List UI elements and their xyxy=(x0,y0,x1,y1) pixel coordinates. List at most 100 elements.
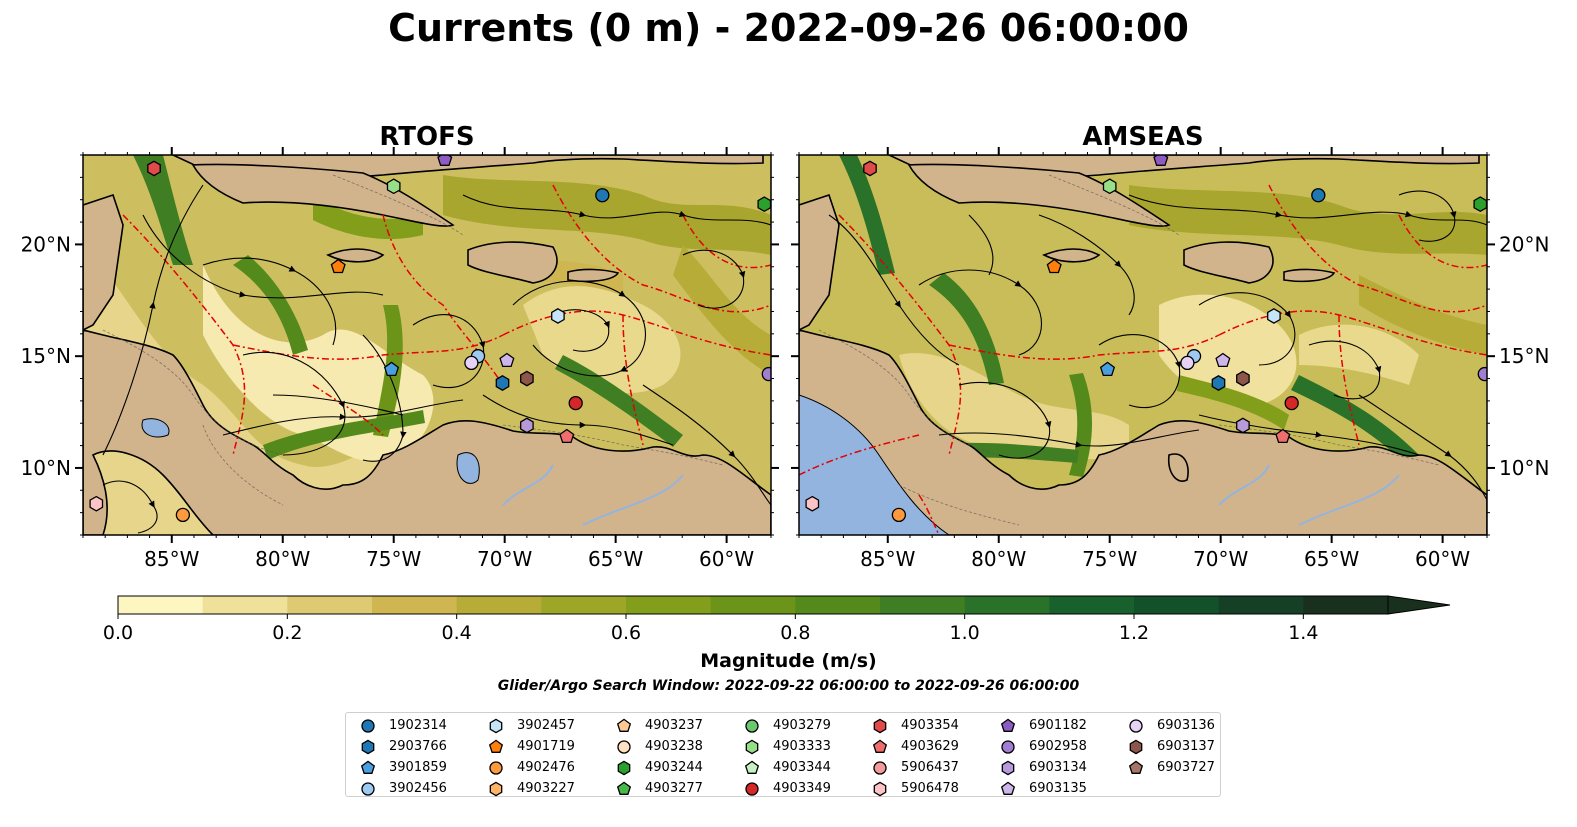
platform-6902958 xyxy=(761,366,771,382)
legend-label: 6902958 xyxy=(1029,739,1087,754)
map-rtofs[interactable] xyxy=(83,152,775,535)
lat-tick-label: 15°N xyxy=(21,344,71,368)
legend-marker-4902476 xyxy=(489,760,503,775)
pentagon-icon xyxy=(616,718,632,732)
colorbar-tick-label: 0.4 xyxy=(442,622,472,644)
legend-item: 4901719 xyxy=(488,736,575,757)
platform-6903134 xyxy=(1236,417,1250,434)
legend-item: 6903136 xyxy=(1128,715,1215,736)
panel-title-rtofs: RTOFS xyxy=(379,122,474,152)
pentagon-icon xyxy=(1000,781,1016,795)
legend-item: 4903349 xyxy=(744,778,831,799)
lon-tick-label: 60°W xyxy=(699,547,754,571)
legend-item: 2903766 xyxy=(360,736,447,757)
platform-6903135 xyxy=(1215,352,1231,368)
lon-tick-label: 60°W xyxy=(1415,547,1470,571)
colorbar-tick-label: 0.6 xyxy=(611,622,641,644)
legend-marker-4903237 xyxy=(616,718,632,732)
colorbar-label: Magnitude (m/s) xyxy=(700,650,877,672)
legend-item: 4903244 xyxy=(616,757,703,778)
lon-tick-label: 85°W xyxy=(144,547,199,571)
legend-marker-4903354 xyxy=(873,718,887,733)
legend-label: 4902476 xyxy=(517,760,575,775)
pentagon-icon xyxy=(872,739,888,753)
lon-tick-label: 75°W xyxy=(1082,547,1137,571)
hexagon-icon xyxy=(873,718,887,733)
rivers xyxy=(1218,464,1400,526)
legend-marker-4903333 xyxy=(745,739,759,754)
platform-4903333 xyxy=(386,178,401,195)
pentagon-icon xyxy=(1000,718,1016,732)
platform-6903136 xyxy=(1180,355,1195,371)
legend-marker-6902958 xyxy=(1001,739,1015,754)
legend-label: 4903354 xyxy=(901,718,959,733)
land-masses xyxy=(83,155,771,535)
legend-label: 4903279 xyxy=(773,718,831,733)
legend-item: 4902476 xyxy=(488,757,575,778)
legend-item: 4903279 xyxy=(744,715,831,736)
legend-label: 4903227 xyxy=(517,781,575,796)
legend-label: 3902457 xyxy=(517,718,575,733)
legend-item: 4903238 xyxy=(616,736,703,757)
legend-marker-2903766 xyxy=(361,739,375,754)
platform-2903766 xyxy=(1211,375,1226,391)
legend-marker-4903227 xyxy=(489,781,503,796)
streamlines xyxy=(102,184,771,534)
map-frame-amseas xyxy=(798,154,1488,536)
legend-item: 4903629 xyxy=(872,736,959,757)
colorbar-tick-label: 0.2 xyxy=(272,622,302,644)
legend-marker-3902456 xyxy=(361,781,375,796)
eez-boundaries xyxy=(799,184,1487,535)
pentagon-icon xyxy=(744,760,760,774)
platform-4903354 xyxy=(147,160,161,177)
lat-tick-label: 15°N xyxy=(1499,344,1549,368)
circle-icon xyxy=(617,739,631,754)
legend-label: 4901719 xyxy=(517,739,575,754)
map-amseas[interactable] xyxy=(799,152,1491,535)
legend-label: 4903237 xyxy=(645,718,703,733)
lon-tick-label: 75°W xyxy=(366,547,421,571)
rivers xyxy=(502,464,684,526)
legend-item: 3901859 xyxy=(360,757,447,778)
legend-label: 6903137 xyxy=(1157,739,1215,754)
platform-4903244 xyxy=(757,196,771,213)
legend-marker-6901182 xyxy=(1000,718,1016,732)
legend-label: 4903629 xyxy=(901,739,959,754)
legend-item: 4903227 xyxy=(488,778,575,799)
lon-tick-label: 85°W xyxy=(860,547,915,571)
lon-tick-label: 65°W xyxy=(1304,547,1359,571)
legend-item: 6903727 xyxy=(1128,757,1215,778)
legend-item: 4903237 xyxy=(616,715,703,736)
legend-label: 6903727 xyxy=(1157,760,1215,775)
colorbar-tick-label: 0.0 xyxy=(103,622,133,644)
legend-label: 1902314 xyxy=(389,718,447,733)
platform-6901182 xyxy=(1153,155,1169,166)
hexagon-icon xyxy=(489,781,503,796)
legend-marker-6903136 xyxy=(1129,718,1143,733)
platform-5906478 xyxy=(805,495,820,512)
legend-item: 3902456 xyxy=(360,778,447,799)
platform-2903766 xyxy=(495,375,510,391)
legend-marker-4903279 xyxy=(745,718,759,733)
legend-label: 4903349 xyxy=(773,781,831,796)
legend-item: 4903344 xyxy=(744,757,831,778)
lon-tick-label: 80°W xyxy=(255,547,310,571)
platform-6903134 xyxy=(520,417,534,434)
legend-marker-6903134 xyxy=(1001,760,1015,775)
platform-4901719 xyxy=(1046,258,1062,274)
legend-label: 4903344 xyxy=(773,760,831,775)
legend-item: 6903135 xyxy=(1000,778,1087,799)
legend-label: 5906478 xyxy=(901,781,959,796)
pentagon-icon xyxy=(616,781,632,795)
hexagon-icon xyxy=(489,718,503,733)
legend-item: 6903137 xyxy=(1128,736,1215,757)
circle-icon xyxy=(745,781,759,796)
platform-6903135 xyxy=(499,352,515,368)
platform-4902476 xyxy=(175,507,191,523)
legend-label: 4903238 xyxy=(645,739,703,754)
legend-label: 6901182 xyxy=(1029,718,1087,733)
hexagon-icon xyxy=(1129,739,1143,754)
legend-marker-3901859 xyxy=(360,760,376,774)
legend-marker-4901719 xyxy=(488,739,504,753)
legend-marker-3902457 xyxy=(489,718,503,733)
